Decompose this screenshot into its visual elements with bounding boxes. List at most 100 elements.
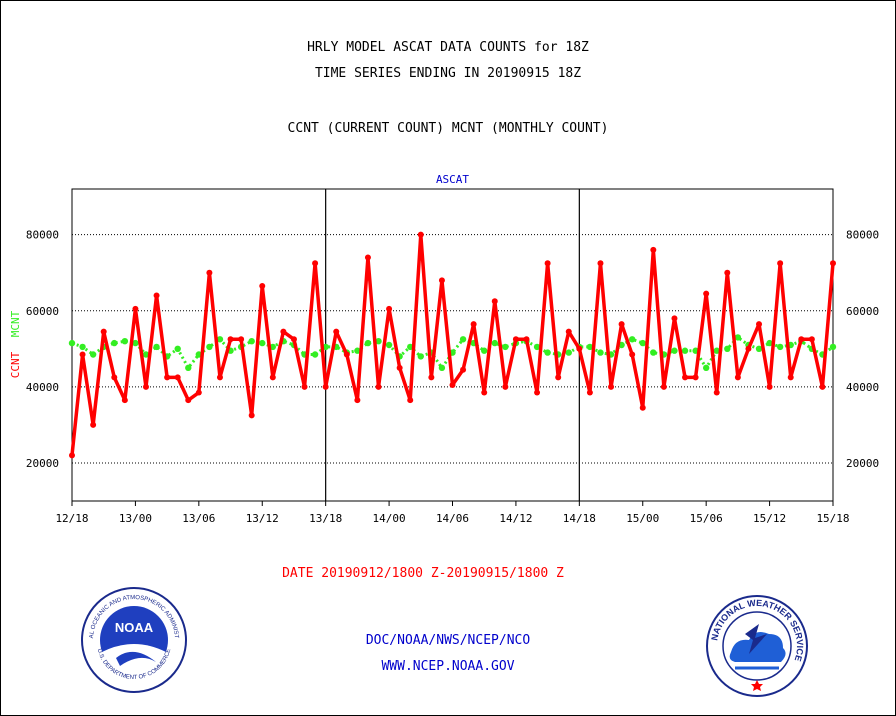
data-point-ccnt (216, 374, 223, 381)
data-point-mcnt (734, 334, 742, 341)
data-point-ccnt (280, 328, 287, 335)
data-point-ccnt (565, 328, 572, 335)
data-point-mcnt (597, 349, 604, 356)
data-point-ccnt (132, 305, 139, 312)
data-point-ccnt (396, 364, 403, 371)
data-point-ccnt (555, 374, 562, 381)
data-point-ccnt (787, 374, 794, 381)
data-point-ccnt (745, 345, 752, 352)
panel-title: ASCAT (436, 173, 469, 186)
chart-subtitle: CCNT (CURRENT COUNT) MCNT (MONTHLY COUNT… (287, 121, 609, 136)
data-point-ccnt (534, 389, 541, 396)
data-point-mcnt (713, 347, 720, 354)
data-point-ccnt (586, 389, 593, 396)
y-tick-label-left: 80000 (26, 229, 59, 242)
data-point-ccnt (766, 383, 773, 390)
y-tick-label-right: 40000 (846, 381, 879, 394)
data-point-mcnt (248, 337, 255, 345)
data-point-ccnt (608, 383, 615, 390)
chart-title: HRLY MODEL ASCAT DATA COUNTS for 18Z (307, 40, 589, 55)
y-axis-label-mcnt: MCNT (9, 310, 22, 337)
data-point-ccnt (682, 374, 689, 381)
data-point-ccnt (597, 260, 604, 267)
data-point-mcnt (459, 336, 467, 343)
x-tick-label: 13/06 (182, 512, 215, 525)
data-point-ccnt (164, 374, 171, 381)
data-point-ccnt (777, 260, 784, 267)
data-point-mcnt (89, 351, 97, 358)
data-point-mcnt (565, 349, 572, 356)
data-point-ccnt (142, 383, 149, 390)
data-point-ccnt (354, 397, 361, 404)
data-point-mcnt (724, 345, 731, 353)
data-point-mcnt (216, 336, 224, 343)
y-tick-label-right: 20000 (846, 457, 879, 470)
data-point-mcnt (132, 339, 139, 347)
x-tick-label: 13/00 (119, 512, 152, 525)
data-point-ccnt (206, 269, 213, 276)
data-point-mcnt (671, 347, 678, 354)
date-range-label: DATE 20190912/1800 Z-20190915/1800 Z (282, 566, 564, 581)
x-tick-label: 14/12 (499, 512, 532, 525)
data-point-ccnt (523, 336, 530, 343)
data-point-mcnt (364, 339, 372, 347)
data-point-ccnt (544, 260, 551, 267)
data-point-mcnt (111, 339, 118, 347)
data-point-ccnt (386, 305, 393, 312)
data-point-mcnt (121, 337, 129, 345)
data-point-ccnt (269, 374, 276, 381)
data-point-ccnt (238, 336, 245, 343)
data-point-mcnt (174, 345, 181, 353)
data-point-ccnt (90, 421, 97, 428)
data-point-ccnt (512, 336, 519, 343)
nws-logo: NATIONAL WEATHER SERVICE (706, 595, 808, 697)
data-point-ccnt (724, 269, 731, 276)
data-point-ccnt (660, 383, 667, 390)
data-point-mcnt (142, 351, 150, 358)
data-point-ccnt (428, 374, 435, 381)
data-point-ccnt (819, 383, 826, 390)
data-point-ccnt (808, 336, 815, 343)
x-tick-label: 14/18 (563, 512, 596, 525)
data-point-ccnt (629, 351, 636, 358)
series-line-ccnt (70, 232, 835, 456)
data-point-mcnt (755, 345, 763, 353)
data-point-ccnt (174, 374, 181, 381)
data-point-ccnt (121, 397, 128, 404)
data-point-ccnt (650, 246, 657, 253)
data-point-ccnt (449, 381, 456, 388)
noaa-logo: NOAA NATIONAL OCEANIC AND ATMOSPHERIC AD… (80, 586, 187, 693)
data-point-ccnt (290, 336, 297, 343)
x-tick-label: 15/18 (816, 512, 849, 525)
data-point-ccnt (671, 315, 678, 322)
x-tick-label: 14/00 (373, 512, 406, 525)
data-point-ccnt (69, 452, 75, 459)
data-point-ccnt (248, 412, 255, 419)
data-point-ccnt (734, 374, 741, 381)
plot-area-border (71, 188, 834, 502)
data-point-ccnt (470, 321, 477, 328)
data-point-mcnt (68, 339, 76, 347)
y-tick-label-left: 20000 (26, 457, 59, 470)
data-point-mcnt (702, 364, 710, 372)
data-point-mcnt (375, 337, 382, 345)
data-point-ccnt (375, 383, 382, 390)
data-point-ccnt (438, 277, 445, 284)
org-path-label: DOC/NOAA/NWS/NCEP/NCO (365, 633, 531, 648)
y-tick-label-right: 60000 (846, 305, 879, 318)
data-point-mcnt (650, 349, 657, 356)
data-point-ccnt (195, 389, 202, 396)
y-axis-label-ccnt: CCNT (9, 351, 22, 378)
data-point-ccnt (100, 328, 107, 335)
data-point-mcnt (185, 364, 192, 372)
data-point-ccnt (830, 260, 836, 267)
data-point-mcnt (417, 353, 424, 360)
data-point-mcnt (639, 339, 646, 347)
data-point-ccnt (312, 260, 319, 267)
data-point-ccnt (481, 389, 488, 396)
data-point-mcnt (206, 343, 213, 351)
x-tick-label: 15/06 (690, 512, 723, 525)
data-point-ccnt (364, 254, 371, 261)
website-label: WWW.NCEP.NOAA.GOV (381, 659, 515, 674)
data-point-mcnt (776, 343, 784, 351)
